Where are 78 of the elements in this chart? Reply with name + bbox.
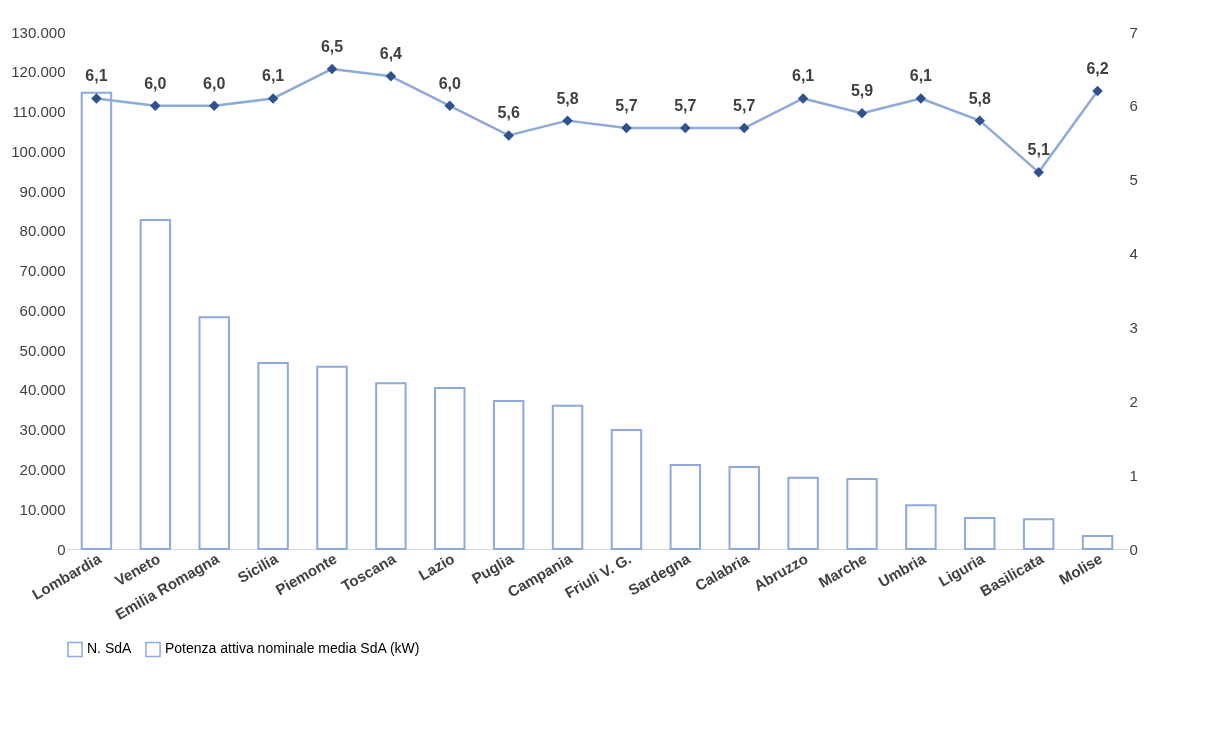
- legend-label: N. SdA: [87, 640, 133, 657]
- data-label: 5,7: [674, 97, 697, 115]
- point: [1033, 167, 1044, 178]
- data-label: 6,1: [909, 67, 933, 85]
- bar: [610, 429, 643, 550]
- bar: [139, 219, 172, 550]
- bar: [787, 476, 819, 550]
- point: [680, 122, 691, 134]
- point: [267, 93, 279, 104]
- y2-tick-label: 5: [1129, 171, 1138, 189]
- data-label: 6,5: [320, 37, 344, 55]
- data-label: 6,1: [261, 67, 285, 85]
- point: [1092, 85, 1103, 97]
- bar: [1081, 534, 1114, 550]
- point: [91, 93, 102, 104]
- data-label: 6,1: [85, 67, 108, 85]
- data-label: 6,0: [203, 74, 226, 92]
- y2-tick-label: 7: [1129, 23, 1138, 41]
- y2-tick-label: 6: [1129, 97, 1138, 115]
- y2-tick-label: 0: [1129, 540, 1138, 558]
- bar: [669, 464, 702, 550]
- point: [621, 122, 632, 134]
- y-tick-label: 90.000: [19, 182, 66, 200]
- y-tick-label: 40.000: [19, 381, 66, 399]
- bar: [846, 478, 878, 550]
- y-tick-label: 100.000: [11, 142, 66, 160]
- point: [562, 115, 573, 126]
- bar: [375, 382, 407, 550]
- point: [444, 100, 456, 112]
- data-label: 5,1: [1027, 141, 1050, 159]
- data-label: 5,9: [850, 82, 874, 100]
- point: [738, 122, 750, 134]
- y-tick-label: 0: [57, 540, 66, 558]
- bar: [964, 516, 996, 550]
- data-label: 6,1: [791, 67, 815, 85]
- bar: [257, 361, 289, 550]
- point: [503, 130, 514, 141]
- bar: [492, 400, 525, 550]
- y-tick-label: 60.000: [19, 301, 66, 319]
- data-label: 6,4: [379, 45, 403, 63]
- bar: [728, 466, 760, 550]
- point: [797, 93, 809, 104]
- data-label: 5,7: [733, 97, 756, 115]
- point: [915, 93, 927, 104]
- legend-label: Potenza attiva nominale media SdA (kW): [165, 640, 420, 657]
- y2-tick-label: 3: [1129, 318, 1138, 336]
- y-tick-label: 120.000: [11, 63, 66, 81]
- bar: [316, 365, 348, 550]
- y-tick-label: 80.000: [19, 222, 66, 240]
- bar: [434, 386, 466, 550]
- point: [974, 115, 986, 126]
- data-label: 5,8: [968, 89, 991, 107]
- y-tick-label: 30.000: [19, 421, 66, 439]
- point: [385, 71, 397, 82]
- data-label: 6,0: [438, 74, 461, 92]
- point: [208, 100, 220, 112]
- y-tick-label: 110.000: [12, 103, 66, 121]
- point: [856, 108, 868, 119]
- bar: [198, 316, 230, 550]
- y2-tick-label: 1: [1129, 466, 1138, 484]
- y-tick-label: 10.000: [19, 500, 66, 518]
- y-tick-label: 20.000: [19, 460, 66, 478]
- x-tick-label: Lazio: [415, 549, 458, 584]
- data-label: 5,7: [615, 97, 638, 115]
- y2-tick-label: 4: [1129, 245, 1138, 263]
- y2-tick-label: 2: [1129, 392, 1138, 410]
- y-tick-label: 70.000: [19, 262, 66, 280]
- point: [326, 63, 338, 75]
- data-label: 5,6: [497, 104, 520, 122]
- point: [150, 100, 161, 112]
- data-label: 6,2: [1086, 60, 1109, 78]
- bar: [551, 404, 584, 550]
- bar: [1022, 518, 1055, 550]
- y-tick-label: 130.000: [11, 23, 66, 41]
- data-label: 6,0: [144, 74, 167, 92]
- bar: [905, 504, 937, 550]
- data-label: 5,8: [556, 89, 579, 107]
- y-tick-label: 50.000: [19, 341, 66, 359]
